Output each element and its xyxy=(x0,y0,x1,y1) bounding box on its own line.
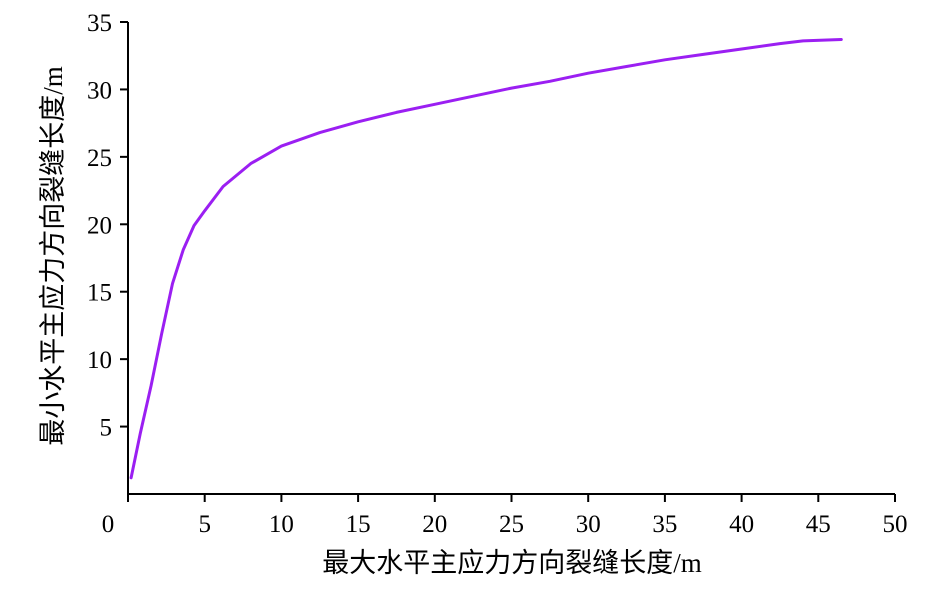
x-tick-label: 35 xyxy=(652,511,677,538)
y-axis-label: 最小水平主应力方向裂缝长度/m xyxy=(38,66,68,446)
y-tick-label: 5 xyxy=(100,415,113,442)
axes xyxy=(127,22,895,495)
y-tick-label: 15 xyxy=(87,280,112,307)
x-tick-label: 0 xyxy=(102,511,115,538)
x-tick-label: 25 xyxy=(499,511,524,538)
x-tick-label: 15 xyxy=(346,511,371,538)
x-tick-label: 20 xyxy=(422,511,447,538)
x-tick-label: 50 xyxy=(883,511,908,538)
y-tick-label: 35 xyxy=(87,10,112,37)
x-tick-label: 5 xyxy=(198,511,211,538)
x-tick-label: 10 xyxy=(269,511,294,538)
x-tick-label: 45 xyxy=(806,511,831,538)
series-layer xyxy=(129,38,843,480)
series-line xyxy=(129,38,843,480)
x-tick-label: 40 xyxy=(729,511,754,538)
y-tick-label: 20 xyxy=(87,212,112,239)
y-tick-label: 25 xyxy=(87,145,112,172)
y-tick-label: 10 xyxy=(87,347,112,374)
y-tick-label: 30 xyxy=(87,77,112,104)
x-axis-label: 最大水平主应力方向裂缝长度/m xyxy=(322,548,702,578)
x-tick-label: 30 xyxy=(576,511,601,538)
ticks: 0 5 10 15 20 25 30 35 40 45 50 5 10 15 20 25 30 35 xyxy=(87,10,908,538)
